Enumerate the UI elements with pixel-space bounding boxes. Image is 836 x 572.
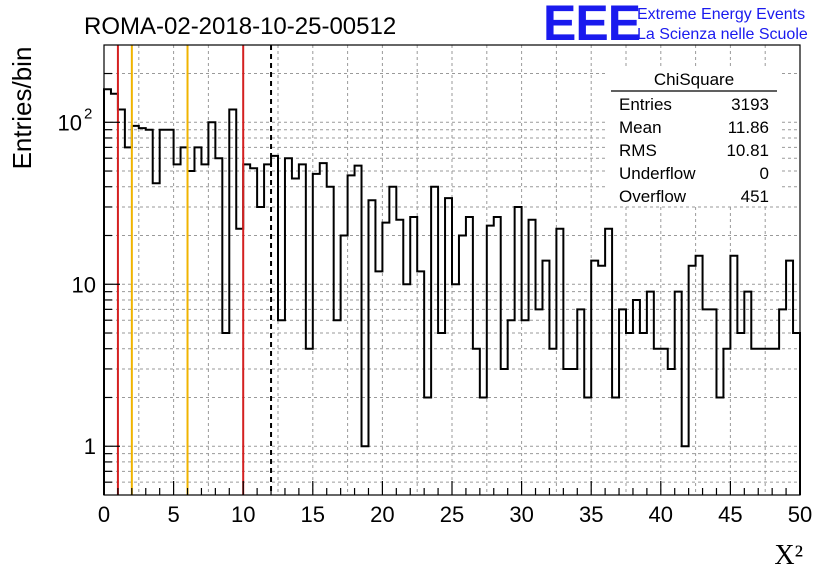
- reference-lines: [116, 45, 273, 495]
- x-tick-label: 35: [579, 502, 603, 527]
- logo-line1: Extreme Energy Events: [637, 6, 805, 23]
- x-tick-label: 40: [649, 502, 673, 527]
- x-tick-label: 0: [98, 502, 110, 527]
- stats-title: ChiSquare: [654, 70, 734, 89]
- x-tick-label: 10: [231, 502, 255, 527]
- stats-value: 0: [760, 164, 769, 183]
- histogram-series: [103, 88, 801, 495]
- y-tick-exponent: 2: [84, 105, 92, 122]
- stats-value: 451: [741, 187, 769, 206]
- y-tick-label: 10: [72, 272, 96, 297]
- stats-label: Entries: [619, 95, 672, 114]
- x-tick-label: 25: [440, 502, 464, 527]
- stats-value: 3193: [731, 95, 769, 114]
- x-axis-label: X²: [774, 540, 803, 571]
- logo-mark: EEE: [543, 0, 640, 51]
- stats-label: Underflow: [619, 164, 696, 183]
- stats-label: Overflow: [619, 187, 687, 206]
- y-axis-label: Entries/bin: [7, 47, 37, 170]
- x-tick-label: 45: [718, 502, 742, 527]
- logo-line2: La Scienza nelle Scuole: [637, 26, 808, 43]
- y-tick-label: 1: [84, 434, 96, 459]
- x-tick-label: 20: [370, 502, 394, 527]
- x-tick-label: 15: [301, 502, 325, 527]
- stats-label: RMS: [619, 141, 657, 160]
- stats-value: 11.86: [728, 118, 769, 137]
- x-tick-label: 50: [788, 502, 812, 527]
- x-tick-label: 5: [167, 502, 179, 527]
- x-tick-label: 30: [509, 502, 533, 527]
- chart-title: ROMA-02-2018-10-25-00512: [84, 13, 396, 40]
- stats-label: Mean: [619, 118, 662, 137]
- stats-value: 10.81: [726, 141, 769, 160]
- eee-logo: EEE Extreme Energy Events La Scienza nel…: [543, 0, 808, 51]
- stats-box: ChiSquare Entries 3193 Mean 11.86 RMS 10.81 Un…: [608, 66, 780, 206]
- y-tick-label: 10: [58, 110, 82, 135]
